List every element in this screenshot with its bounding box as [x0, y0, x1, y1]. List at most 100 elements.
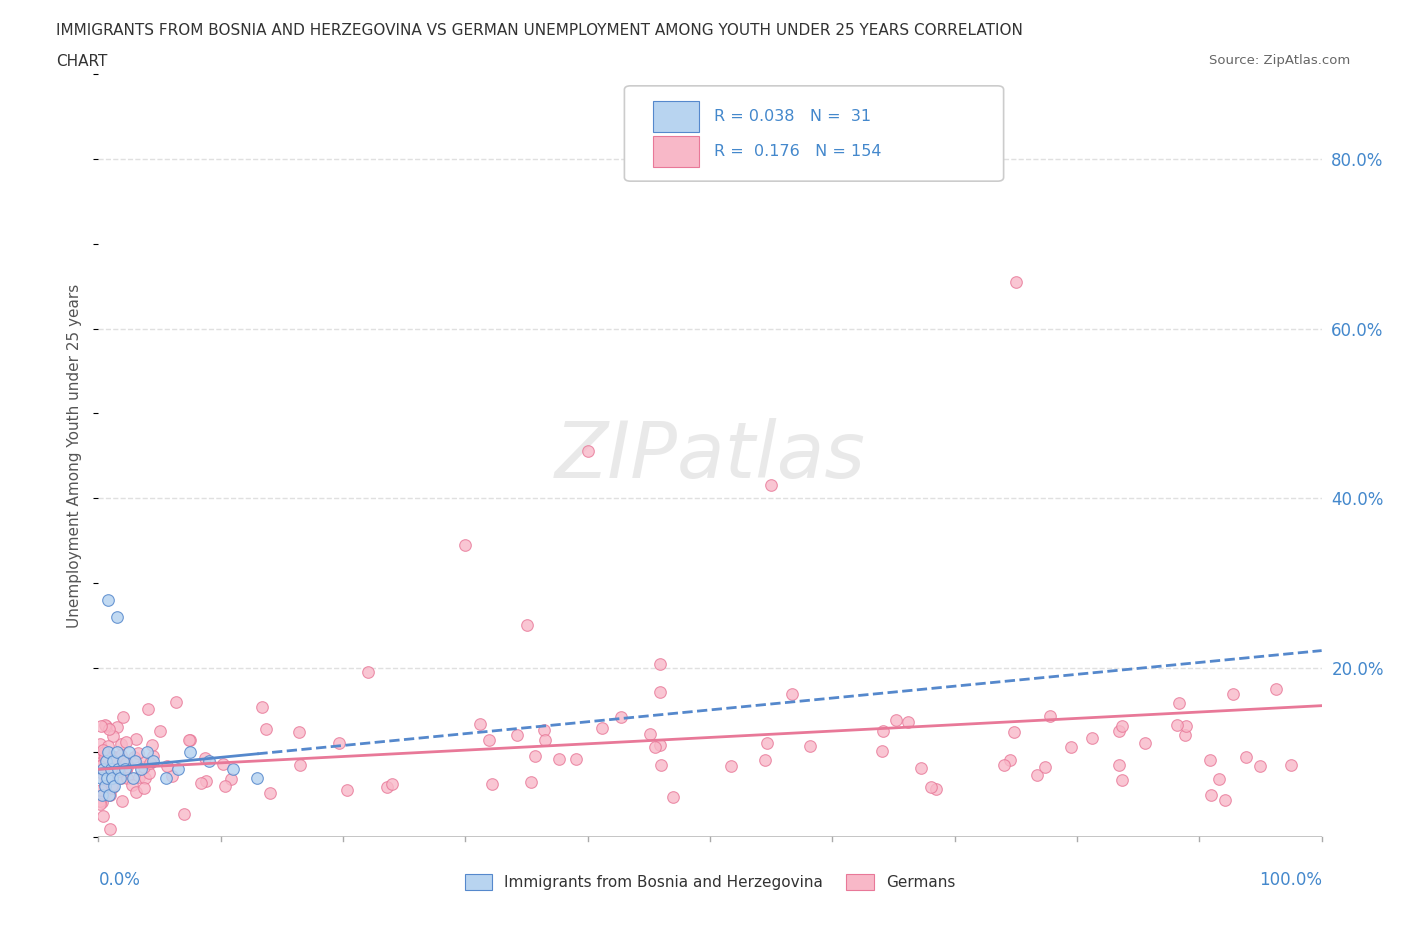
Point: [101, 770, 124, 785]
Point: [638, 727, 661, 742]
Point: [103, 778, 125, 793]
Point: [190, 776, 212, 790]
Point: [897, 714, 920, 729]
Point: [155, 770, 177, 785]
Point: [91, 762, 114, 777]
Point: [94, 770, 117, 785]
Point: [156, 758, 179, 773]
Point: [125, 785, 148, 800]
Point: [114, 762, 136, 777]
Point: [118, 745, 141, 760]
Point: [356, 664, 378, 679]
Point: [1167, 696, 1189, 711]
Point: [259, 785, 281, 800]
Point: [336, 782, 359, 797]
Point: [103, 728, 125, 743]
Point: [93, 778, 115, 793]
Point: [129, 762, 152, 777]
Point: [94, 778, 117, 793]
Point: [1038, 709, 1060, 724]
Point: [179, 745, 201, 760]
Point: [884, 713, 907, 728]
Point: [101, 749, 124, 764]
Text: 100.0%: 100.0%: [1258, 870, 1322, 889]
Point: [1199, 788, 1222, 803]
Point: [194, 774, 217, 789]
Point: [167, 762, 190, 777]
Point: [650, 757, 672, 772]
Point: [94, 750, 117, 764]
Point: [108, 764, 131, 778]
Point: [1133, 736, 1156, 751]
Point: [98, 762, 121, 777]
Point: [254, 721, 277, 736]
Text: R = 0.038   N =  31: R = 0.038 N = 31: [714, 109, 870, 124]
Point: [115, 735, 138, 750]
Text: Source: ZipAtlas.com: Source: ZipAtlas.com: [1209, 54, 1350, 67]
Point: [149, 723, 172, 737]
Point: [111, 793, 134, 808]
Point: [1198, 752, 1220, 767]
Point: [138, 766, 160, 781]
Point: [105, 745, 128, 760]
Point: [93, 759, 115, 774]
Point: [117, 755, 139, 770]
Point: [478, 733, 501, 748]
Point: [115, 760, 138, 775]
Point: [250, 699, 273, 714]
Point: [124, 753, 146, 768]
Point: [91, 757, 114, 772]
Point: [1174, 719, 1197, 734]
Point: [506, 728, 529, 743]
FancyBboxPatch shape: [624, 86, 1004, 181]
Point: [93, 786, 115, 801]
Point: [101, 750, 124, 764]
Point: [97, 766, 120, 781]
Point: [212, 757, 235, 772]
Point: [136, 745, 159, 760]
Point: [89, 759, 111, 774]
Point: [533, 723, 555, 737]
Point: [98, 787, 121, 802]
Point: [96, 770, 118, 785]
Point: [160, 768, 183, 783]
Point: [1234, 749, 1257, 764]
Point: [128, 770, 150, 785]
Point: [481, 777, 503, 791]
Point: [993, 757, 1015, 772]
Point: [534, 733, 557, 748]
Point: [1222, 686, 1244, 701]
Point: [1108, 757, 1130, 772]
Point: [179, 733, 201, 748]
Point: [110, 748, 132, 763]
Point: [104, 755, 127, 770]
Point: [799, 739, 821, 754]
Point: [872, 724, 894, 738]
Point: [132, 760, 155, 775]
Point: [89, 749, 111, 764]
Point: [142, 753, 165, 768]
Point: [219, 772, 242, 787]
Point: [136, 702, 159, 717]
Point: [648, 737, 671, 752]
Point: [127, 746, 149, 761]
Point: [1002, 724, 1025, 739]
Point: [1108, 724, 1130, 738]
Point: [100, 787, 122, 802]
Y-axis label: Unemployment Among Youth under 25 years: Unemployment Among Youth under 25 years: [67, 284, 83, 628]
Point: [94, 719, 117, 734]
Point: [609, 710, 631, 724]
Legend: Immigrants from Bosnia and Herzegovina, Germans: Immigrants from Bosnia and Herzegovina, …: [457, 867, 963, 898]
Point: [97, 592, 120, 607]
Point: [91, 808, 114, 823]
Point: [1111, 773, 1133, 788]
Point: [648, 684, 671, 699]
Text: IMMIGRANTS FROM BOSNIA AND HERZEGOVINA VS GERMAN UNEMPLOYMENT AMONG YOUTH UNDER : IMMIGRANTS FROM BOSNIA AND HERZEGOVINA V…: [56, 23, 1024, 38]
Point: [90, 718, 112, 733]
Point: [110, 770, 132, 785]
Point: [97, 738, 120, 753]
Point: [720, 759, 742, 774]
Point: [93, 788, 115, 803]
Point: [122, 750, 145, 764]
Point: [110, 737, 132, 751]
